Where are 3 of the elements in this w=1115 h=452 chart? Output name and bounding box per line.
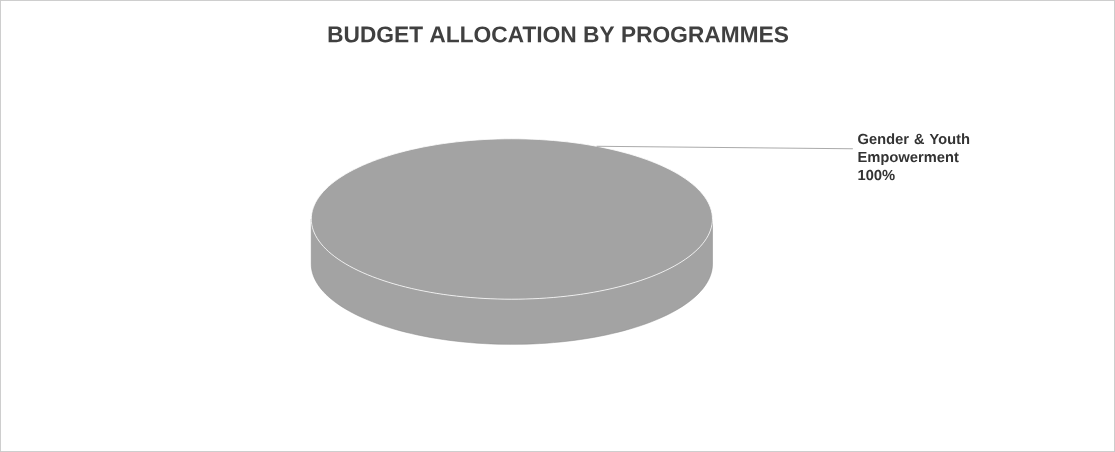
chart-title: BUDGET ALLOCATION BY PROGRAMMES bbox=[328, 26, 789, 43]
data-label: 100% bbox=[858, 169, 895, 181]
slice-label: Gender & Youth Empowerment bbox=[858, 133, 970, 166]
